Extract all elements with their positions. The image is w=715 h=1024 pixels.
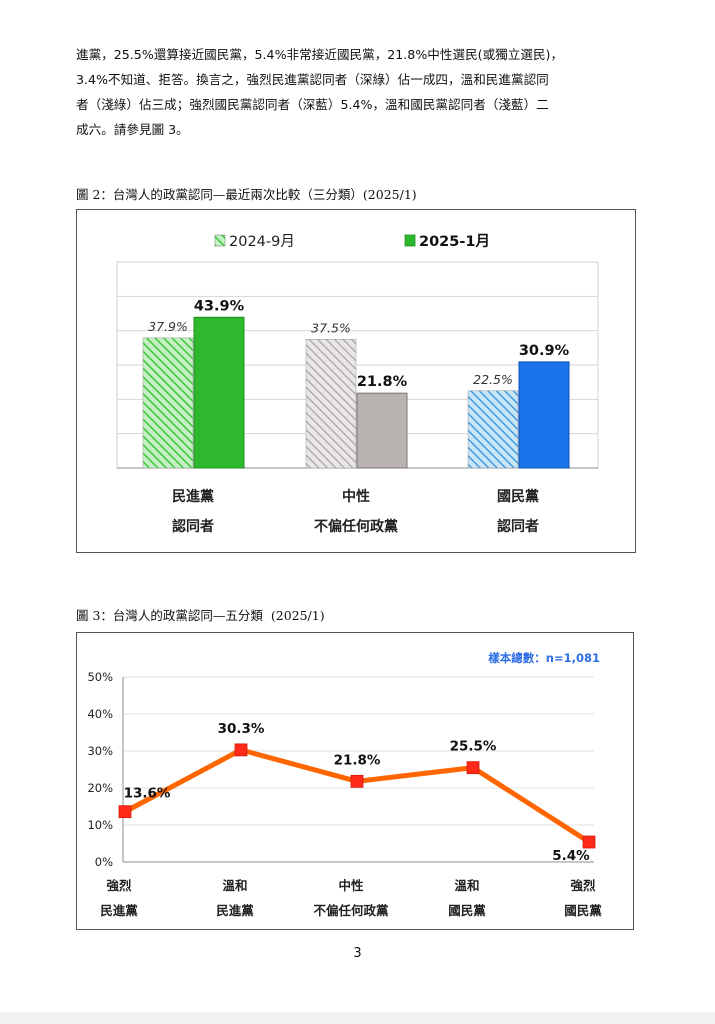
category-label: 溫和 — [454, 878, 479, 893]
data-label: 5.4% — [552, 848, 590, 864]
bar-2025-1 — [518, 361, 570, 469]
figure2-bar-chart: 2024-9月 2025-1月 37.9% 43.9% 37.5% 21.8% 22.5%… — [116, 233, 599, 535]
category-label: 不偏任何政黨 — [313, 903, 389, 918]
legend-label-2024-9: 2024-9月 — [229, 234, 295, 250]
category-label: 強烈 — [106, 878, 132, 893]
data-point — [466, 761, 480, 775]
category-label: 國民黨 — [497, 488, 539, 505]
y-tick-label: 10% — [87, 818, 113, 832]
data-label: 13.6% — [124, 786, 171, 802]
y-tick-label: 0% — [95, 855, 113, 869]
bar-2024-9 — [305, 339, 357, 469]
category-label: 溫和 — [222, 878, 247, 893]
bar-2025-1 — [356, 392, 408, 469]
legend-label-2025-1: 2025-1月 — [419, 233, 490, 250]
category-label: 民進黨 — [100, 903, 138, 918]
paragraph-line: 3.4%不知道、拒答。換言之，強烈民進黨認同者（深綠）佔一成四，溫和民進黨認同 — [76, 72, 549, 87]
y-tick-label: 50% — [87, 670, 113, 684]
data-label: 21.8% — [334, 752, 381, 768]
category-label: 民進黨 — [172, 488, 214, 505]
data-label: 30.3% — [218, 721, 265, 737]
page-bottom-band — [0, 1012, 715, 1024]
bar-2024-9 — [142, 337, 194, 469]
figure2-chart-frame: 2024-9月 2025-1月 37.9% 43.9% 37.5% 21.8% 22.5%… — [76, 209, 636, 553]
data-label-2024-9: 22.5% — [473, 372, 513, 387]
category-label: 國民黨 — [448, 903, 486, 918]
page-number: 3 — [353, 946, 362, 961]
data-point — [582, 835, 596, 849]
category-label: 國民黨 — [564, 903, 602, 918]
figure3-caption: 圖 3：台灣人的政黨認同—五分類 (2025/1) — [76, 608, 325, 623]
data-label: 25.5% — [450, 739, 497, 755]
figure2-caption: 圖 2：台灣人的政黨認同—最近兩次比較（三分類）(2025/1) — [76, 187, 417, 202]
data-label-2025-1: 30.9% — [519, 343, 570, 359]
bar-2024-9 — [467, 390, 519, 469]
category-label: 強烈 — [570, 878, 596, 893]
category-label: 認同者 — [497, 518, 539, 535]
y-tick-label: 20% — [87, 781, 113, 795]
data-point — [350, 774, 364, 788]
data-label-2025-1: 21.8% — [357, 374, 408, 390]
category-label: 中性 — [342, 488, 370, 505]
figure3-line-chart: 樣本總數：n=1,081 0% 10% 20% 30% 40% 50% 13.6% 30.3… — [87, 651, 602, 918]
paragraph-line: 者（淺綠）佔三成；強烈國民黨認同者（深藍）5.4%，溫和國民黨認同者（淺藍）二 — [76, 97, 549, 112]
category-label: 認同者 — [172, 518, 214, 535]
legend-swatch-2025-1 — [404, 234, 416, 247]
data-label-2025-1: 43.9% — [194, 298, 245, 314]
y-tick-label: 40% — [87, 707, 113, 721]
category-label: 民進黨 — [216, 903, 254, 918]
intro-paragraph: 進黨，25.5%還算接近國民黨，5.4%非常接近國民黨，21.8%中性選民(或獨… — [76, 42, 636, 142]
paragraph-line: 成六。請參見圖 3。 — [76, 122, 189, 137]
y-tick-label: 30% — [87, 744, 113, 758]
data-label-2024-9: 37.9% — [148, 319, 188, 334]
sample-size-note: 樣本總數：n=1,081 — [488, 651, 600, 665]
paragraph-line: 進黨，25.5%還算接近國民黨，5.4%非常接近國民黨，21.8%中性選民(或獨… — [76, 47, 564, 62]
bar-2025-1 — [193, 316, 245, 469]
data-point — [234, 743, 248, 757]
legend-swatch-2024-9 — [214, 234, 226, 247]
category-label: 中性 — [338, 878, 364, 893]
data-label-2024-9: 37.5% — [311, 320, 351, 335]
category-label: 不偏任何政黨 — [314, 518, 398, 535]
figure3-chart-frame: 樣本總數：n=1,081 0% 10% 20% 30% 40% 50% 13.6% 30.3… — [76, 632, 634, 930]
data-point — [118, 805, 132, 819]
